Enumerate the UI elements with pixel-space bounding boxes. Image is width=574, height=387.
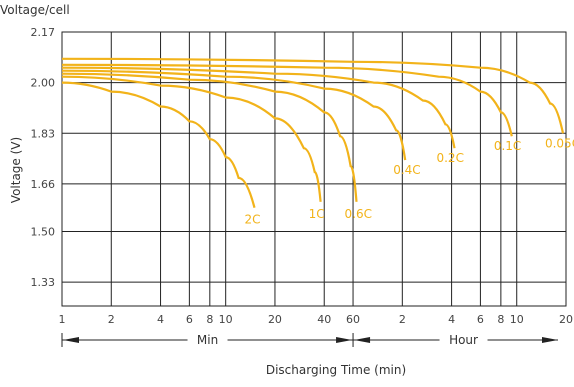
curve-label-0.4C: 0.4C <box>393 163 420 177</box>
curve-0.2C <box>61 66 456 149</box>
curve-labels: 2C 1C 0.6C 0.4C 0.2C 0.1C 0.05C <box>245 136 574 226</box>
range-label-hour: Hour <box>449 333 478 347</box>
y-tick-labels: 2.17 2.00 1.83 1.66 1.50 1.33 <box>31 26 56 289</box>
y-tick-label: 2.00 <box>31 77 56 90</box>
x-tick-label: 60 <box>346 313 360 326</box>
arrow-hour-right <box>542 337 558 343</box>
curve-0.05C <box>61 57 565 134</box>
curve-0.4C <box>61 69 407 161</box>
y-tick-label: 1.33 <box>31 276 56 289</box>
discharge-curves <box>61 57 565 208</box>
y-tick-label: 2.17 <box>31 26 56 39</box>
x-tick-label: 8 <box>497 313 504 326</box>
curve-label-0.2C: 0.2C <box>436 151 463 165</box>
x-axis-label: Discharging Time (min) <box>266 363 406 377</box>
curve-label-0.05C: 0.05C <box>545 136 574 150</box>
arrow-min-right <box>336 337 353 343</box>
y-tick-label: 1.83 <box>31 127 56 140</box>
curve-2C <box>61 81 256 208</box>
x-tick-label: 6 <box>186 313 193 326</box>
x-tick-label: 4 <box>448 313 455 326</box>
curve-label-1C: 1C <box>309 207 325 221</box>
curve-1C <box>61 75 322 202</box>
arrow-hour-left <box>354 337 371 343</box>
arrow-min-left <box>63 337 79 343</box>
time-range-indicator: Min Hour <box>61 333 558 347</box>
chart-title: Voltage/cell <box>0 3 70 17</box>
x-tick-label: 2 <box>108 313 115 326</box>
curve-label-2C: 2C <box>245 213 261 227</box>
x-tick-label: 2 <box>399 313 406 326</box>
curve-label-0.1C: 0.1C <box>494 139 521 153</box>
x-tick-label: 6 <box>477 313 484 326</box>
y-tick-label: 1.50 <box>31 226 56 239</box>
curve-0.6C <box>61 72 358 202</box>
x-tick-label: 8 <box>206 313 213 326</box>
curve-label-0.6C: 0.6C <box>345 207 372 221</box>
curve-0.1C <box>61 63 513 137</box>
y-tick-label: 1.66 <box>31 178 56 191</box>
x-tick-label: 20 <box>559 313 573 326</box>
x-tick-label: 40 <box>317 313 331 326</box>
range-label-min: Min <box>197 333 218 347</box>
x-tick-labels: 1 2 4 6 8 10 20 40 60 2 4 6 8 10 20 <box>59 313 574 326</box>
x-tick-label: 10 <box>510 313 524 326</box>
y-axis-label: Voltage (V) <box>9 137 23 203</box>
x-tick-label: 1 <box>59 313 66 326</box>
x-tick-label: 10 <box>219 313 233 326</box>
x-tick-label: 4 <box>157 313 164 326</box>
x-tick-label: 20 <box>268 313 282 326</box>
